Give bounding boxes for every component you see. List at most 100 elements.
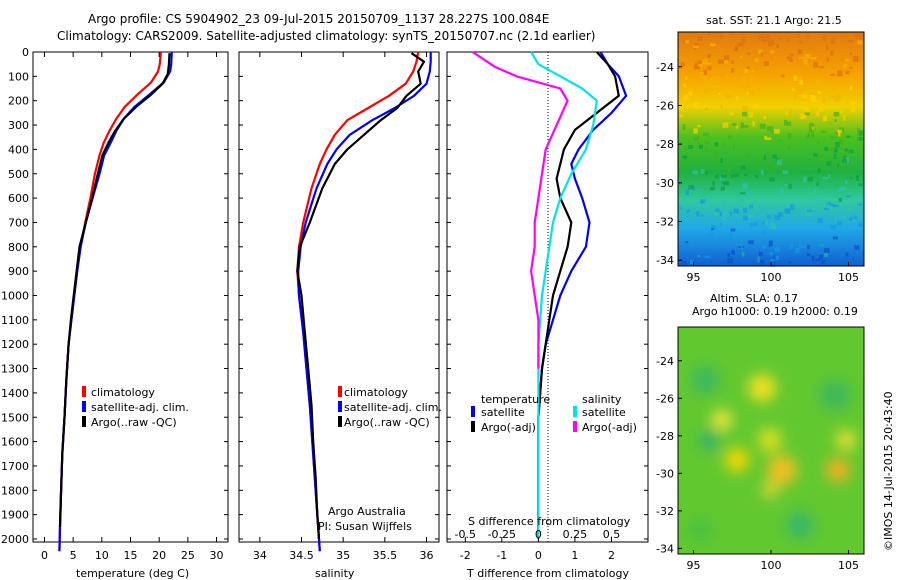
sst-speck bbox=[801, 245, 807, 248]
y-tick-label: 1800 bbox=[1, 484, 29, 497]
difference-curves bbox=[471, 51, 628, 539]
sst-speck bbox=[859, 35, 863, 40]
sst-speck bbox=[739, 192, 746, 195]
sst-speck bbox=[732, 144, 735, 150]
sla-blob bbox=[699, 430, 719, 450]
legend-label-climatology: climatology bbox=[344, 386, 408, 399]
x-tick-label: 35.5 bbox=[373, 549, 398, 562]
sst-speck bbox=[845, 195, 851, 198]
sst-speck bbox=[725, 94, 732, 99]
sst-speck bbox=[765, 34, 772, 39]
sst-speck bbox=[679, 114, 684, 118]
sst-speck bbox=[744, 173, 748, 176]
sst-speck bbox=[811, 57, 817, 60]
sst-speck bbox=[836, 129, 843, 133]
x-tick-label: 0 bbox=[41, 549, 48, 562]
sst-speck bbox=[830, 84, 835, 90]
sst-speck bbox=[857, 40, 863, 45]
sst-speck bbox=[794, 93, 797, 100]
legend-label-argo: Argo(..raw -QC) bbox=[344, 416, 430, 429]
sst-speck bbox=[705, 141, 710, 145]
sst-speck bbox=[829, 147, 835, 151]
sst-speck bbox=[744, 69, 749, 73]
sst-speck bbox=[724, 54, 730, 61]
sst-speck bbox=[759, 123, 766, 129]
sst-speck bbox=[737, 243, 742, 246]
legend-swatch-temp-argo bbox=[471, 421, 475, 432]
sst-speck bbox=[777, 139, 783, 142]
sst-speck bbox=[777, 236, 782, 241]
sst-speck bbox=[853, 56, 859, 62]
sst-speck bbox=[770, 261, 776, 267]
x-tick-label: 2 bbox=[608, 549, 615, 562]
sst-speck bbox=[728, 111, 734, 116]
sst-speck bbox=[774, 214, 781, 220]
sst-speck bbox=[840, 162, 844, 167]
y-tick-label: 1000 bbox=[1, 290, 29, 303]
sst-speck bbox=[697, 35, 703, 41]
sst-speck bbox=[850, 107, 855, 113]
sla-blob bbox=[758, 428, 782, 452]
sst-speck bbox=[768, 38, 773, 44]
sst-speck bbox=[857, 92, 863, 96]
sst-speck bbox=[786, 121, 792, 126]
sst-speck bbox=[705, 234, 710, 240]
sst-speck bbox=[683, 146, 688, 149]
sst-speck bbox=[834, 98, 840, 103]
y-tick-label: -30 bbox=[656, 177, 674, 190]
sst-speck bbox=[788, 236, 792, 240]
sst-speck bbox=[844, 59, 850, 62]
sst-speck bbox=[819, 254, 823, 260]
sst-speck bbox=[758, 49, 763, 54]
sst-speck bbox=[795, 248, 800, 254]
sst-speck bbox=[822, 176, 828, 180]
sst-speck bbox=[751, 70, 755, 73]
y-tick-label: 200 bbox=[8, 95, 29, 108]
sla-blob bbox=[748, 374, 776, 402]
sst-speck bbox=[858, 194, 862, 199]
sst-speck bbox=[742, 124, 749, 128]
sst-speck bbox=[707, 66, 710, 69]
sst-speck bbox=[856, 175, 860, 181]
sst-speck bbox=[805, 54, 811, 59]
x-tick-label: 36 bbox=[420, 549, 434, 562]
sst-speck bbox=[832, 204, 839, 207]
x-tick-label: 0 bbox=[535, 549, 542, 562]
sst-speck bbox=[807, 253, 811, 257]
legend-title-temperature: temperature bbox=[481, 393, 550, 406]
sst-speck bbox=[834, 217, 837, 224]
sst-speck bbox=[810, 196, 814, 200]
sst-speck bbox=[724, 60, 729, 64]
temperature-axes: 0 5 10 15 20 25 300100200300400500600700800900… bbox=[1, 46, 228, 562]
sst-speck bbox=[721, 198, 726, 204]
sst-speck bbox=[821, 156, 827, 160]
sst-speck bbox=[767, 215, 771, 219]
sst-speck bbox=[732, 250, 735, 255]
sst-speck bbox=[741, 77, 746, 83]
series-line-satellite-adj-clim- bbox=[58, 51, 173, 552]
sst-speck bbox=[732, 123, 738, 126]
sst-speck bbox=[742, 215, 748, 221]
sst-speck bbox=[848, 207, 853, 211]
sla-blob bbox=[836, 430, 856, 450]
temperature-panel: 0 5 10 15 20 25 300100200300400500600700800900… bbox=[1, 46, 229, 580]
sst-speck bbox=[828, 174, 831, 179]
sst-speck bbox=[779, 188, 784, 194]
sst-speck bbox=[753, 222, 758, 227]
sst-speck bbox=[806, 35, 810, 39]
salinity-legend: climatology satellite-adj. clim. Argo(..… bbox=[338, 386, 442, 429]
sst-speck bbox=[693, 128, 698, 134]
sst-speck bbox=[807, 245, 810, 249]
sst-speck bbox=[803, 176, 807, 183]
sst-speck bbox=[813, 100, 818, 103]
sst-speck bbox=[699, 72, 704, 75]
sst-speck bbox=[699, 75, 702, 79]
sst-speck bbox=[815, 198, 821, 202]
sst-speck bbox=[694, 137, 697, 141]
y-tick-label: 1500 bbox=[1, 411, 29, 424]
series-line-argo-raw-qc- bbox=[296, 52, 426, 540]
sst-speck bbox=[844, 148, 848, 152]
series-line-satellite-adj-clim- bbox=[297, 52, 432, 552]
y-tick-label: 1300 bbox=[1, 363, 29, 376]
sst-speck bbox=[715, 208, 720, 213]
